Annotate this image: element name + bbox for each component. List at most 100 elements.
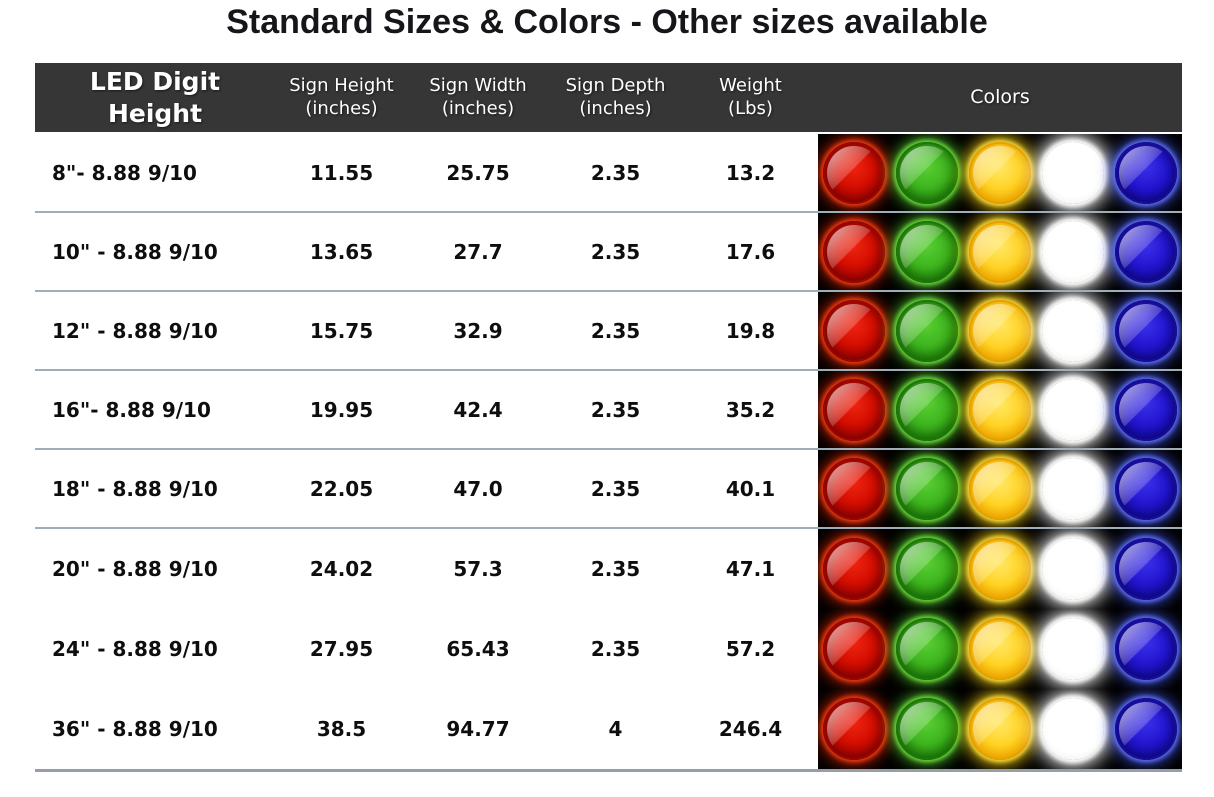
led-green-icon <box>896 141 959 204</box>
header-unit: (inches) <box>305 97 378 119</box>
led-yellow-icon <box>968 618 1031 680</box>
weight-value: 47.1 <box>725 557 776 581</box>
led-digit-height-value: 18" - 8.88 9/10 <box>52 476 218 501</box>
led-white-icon <box>1041 220 1104 283</box>
weight-value: 19.8 <box>725 318 776 343</box>
sign-width-value: 94.77 <box>446 717 510 741</box>
cell-sign-width: 27.7 <box>408 213 548 290</box>
sign-height-value: 13.65 <box>309 239 374 264</box>
cell-led-digit-height: 12" - 8.88 9/10 <box>35 292 275 369</box>
led-white-icon <box>1041 618 1104 680</box>
header-label: Sign Width <box>429 75 527 96</box>
led-digit-height-value: 24" - 8.88 9/10 <box>52 637 218 661</box>
cell-sign-width: 65.43 <box>408 609 548 689</box>
led-red-icon <box>823 457 886 520</box>
cell-sign-height: 19.95 <box>275 371 408 448</box>
led-white-icon <box>1041 457 1104 520</box>
table-row: 18" - 8.88 9/10 22.05 47.0 2.35 40.1 <box>35 450 1182 529</box>
sign-width-value: 65.43 <box>446 637 510 661</box>
led-blue-icon <box>1114 299 1177 362</box>
weight-value: 13.2 <box>725 160 776 185</box>
sign-height-value: 22.05 <box>309 476 374 501</box>
weight-value: 17.6 <box>725 239 776 264</box>
cell-colors <box>818 689 1182 769</box>
cell-sign-depth: 2.35 <box>548 529 683 609</box>
sign-depth-value: 2.35 <box>590 160 641 185</box>
cell-sign-height: 13.65 <box>275 213 408 290</box>
page-title: Standard Sizes & Colors - Other sizes av… <box>226 3 988 41</box>
led-green-icon <box>896 457 959 520</box>
cell-colors <box>818 371 1182 448</box>
led-green-icon <box>896 698 959 760</box>
cell-colors <box>818 450 1182 527</box>
cell-sign-depth: 2.35 <box>548 371 683 448</box>
table-header-row: LED Digit Height Sign Height (inches) Si… <box>35 63 1182 132</box>
cell-sign-depth: 4 <box>548 689 683 769</box>
cell-sign-height: 27.95 <box>275 609 408 689</box>
led-yellow-icon <box>968 378 1031 441</box>
led-blue-icon <box>1114 698 1177 760</box>
led-red-icon <box>823 698 886 760</box>
led-blue-icon <box>1114 457 1177 520</box>
cell-colors <box>818 292 1182 369</box>
led-green-icon <box>896 378 959 441</box>
table-row: 36" - 8.88 9/10 38.5 94.77 4 246.4 <box>35 689 1182 769</box>
led-yellow-icon <box>968 141 1031 204</box>
led-yellow-icon <box>968 698 1031 760</box>
led-digit-height-value: 36" - 8.88 9/10 <box>52 717 218 741</box>
table-row: 8"- 8.88 9/10 11.55 25.75 2.35 13.2 <box>35 134 1182 213</box>
sign-height-value: 15.75 <box>309 318 374 343</box>
cell-sign-height: 24.02 <box>275 529 408 609</box>
cell-weight: 246.4 <box>683 689 818 769</box>
sign-depth-value: 2.35 <box>590 557 641 581</box>
led-blue-icon <box>1114 220 1177 283</box>
sign-width-value: 47.0 <box>453 476 503 501</box>
sign-depth-value: 2.35 <box>590 476 641 501</box>
cell-led-digit-height: 16"- 8.88 9/10 <box>35 371 275 448</box>
led-digit-height-value: 12" - 8.88 9/10 <box>52 318 218 343</box>
led-green-icon <box>896 299 959 362</box>
header-label: Sign Height <box>289 75 394 96</box>
sign-depth-value: 2.35 <box>590 637 641 661</box>
header-unit: (inches) <box>441 97 515 119</box>
header-label: Sign Depth <box>565 75 666 96</box>
table-row: 12" - 8.88 9/10 15.75 32.9 2.35 19.8 <box>35 292 1182 371</box>
cell-sign-depth: 2.35 <box>548 213 683 290</box>
cell-sign-depth: 2.35 <box>548 134 683 211</box>
weight-value: 246.4 <box>718 717 783 741</box>
cell-weight: 57.2 <box>683 609 818 689</box>
header-sign-depth: Sign Depth (inches) <box>548 63 683 132</box>
sign-width-value: 42.4 <box>453 397 503 422</box>
cell-led-digit-height: 10" - 8.88 9/10 <box>35 213 275 290</box>
header-label: Colors <box>970 85 1030 108</box>
header-label: LED Digit Height <box>89 67 221 128</box>
cell-led-digit-height: 18" - 8.88 9/10 <box>35 450 275 527</box>
cell-sign-width: 94.77 <box>408 689 548 769</box>
header-unit: (Lbs) <box>728 97 773 119</box>
cell-sign-height: 22.05 <box>275 450 408 527</box>
led-white-icon <box>1041 299 1104 362</box>
sizes-colors-table: LED Digit Height Sign Height (inches) Si… <box>35 63 1182 772</box>
sign-height-value: 24.02 <box>309 557 374 581</box>
cell-sign-height: 11.55 <box>275 134 408 211</box>
led-red-icon <box>823 378 886 441</box>
sign-width-value: 32.9 <box>453 318 503 343</box>
led-digit-height-value: 8"- 8.88 9/10 <box>52 160 197 185</box>
header-sign-height: Sign Height (inches) <box>275 63 408 132</box>
cell-weight: 17.6 <box>683 213 818 290</box>
cell-colors <box>818 609 1182 689</box>
led-red-icon <box>823 538 886 600</box>
sign-depth-value: 2.35 <box>590 239 641 264</box>
sign-depth-value: 4 <box>608 717 623 741</box>
cell-weight: 19.8 <box>683 292 818 369</box>
weight-value: 40.1 <box>725 476 776 501</box>
cell-sign-height: 15.75 <box>275 292 408 369</box>
cell-colors <box>818 529 1182 609</box>
led-red-icon <box>823 299 886 362</box>
led-white-icon <box>1041 378 1104 441</box>
led-yellow-icon <box>968 457 1031 520</box>
sign-height-value: 19.95 <box>309 397 374 422</box>
table-row: 16"- 8.88 9/10 19.95 42.4 2.35 35.2 <box>35 371 1182 450</box>
cell-weight: 47.1 <box>683 529 818 609</box>
